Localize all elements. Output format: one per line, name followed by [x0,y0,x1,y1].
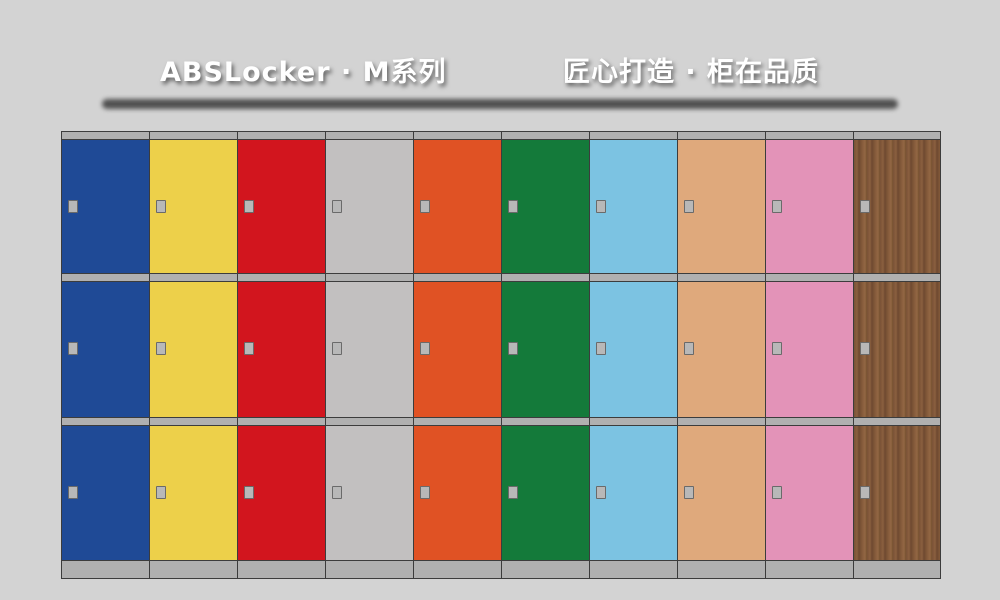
locker-column-blue [61,131,149,579]
lock-handle-icon [860,200,870,213]
locker-cabinet [61,131,941,579]
lock-handle-icon [332,342,342,355]
locker-door-pink [766,139,853,274]
locker-column-gray [325,131,413,579]
locker-door-green [502,425,589,561]
locker-door-green [502,139,589,274]
locker-door-wood-grain [854,425,940,561]
lock-handle-icon [332,486,342,499]
locker-column-red [237,131,325,579]
locker-door-wood-grain [854,139,940,274]
locker-door-peach [678,281,765,418]
lock-handle-icon [68,342,78,355]
lock-handle-icon [508,486,518,499]
lock-handle-icon [860,486,870,499]
locker-column-sky-blue [589,131,677,579]
lock-handle-icon [772,342,782,355]
locker-door-sky-blue [590,281,677,418]
lock-handle-icon [156,200,166,213]
locker-column-peach [677,131,765,579]
lock-handle-icon [420,342,430,355]
locker-door-red [238,281,325,418]
decorative-shadow-bar [102,99,898,109]
lock-handle-icon [684,342,694,355]
lock-handle-icon [596,486,606,499]
lock-handle-icon [68,200,78,213]
locker-door-blue [62,425,149,561]
locker-door-orange [414,425,501,561]
lock-handle-icon [420,200,430,213]
locker-door-gray [326,281,413,418]
lock-handle-icon [860,342,870,355]
lock-handle-icon [684,486,694,499]
locker-column-green [501,131,589,579]
locker-door-blue [62,139,149,274]
locker-door-gray [326,425,413,561]
lock-handle-icon [332,200,342,213]
locker-column-orange [413,131,501,579]
locker-column-wood-grain [853,131,941,579]
locker-door-green [502,281,589,418]
lock-handle-icon [596,200,606,213]
lock-handle-icon [508,342,518,355]
lock-handle-icon [156,342,166,355]
locker-door-yellow [150,425,237,561]
locker-door-peach [678,425,765,561]
locker-door-sky-blue [590,139,677,274]
locker-door-pink [766,281,853,418]
locker-door-blue [62,281,149,418]
lock-handle-icon [684,200,694,213]
lock-handle-icon [68,486,78,499]
lock-handle-icon [772,200,782,213]
lock-handle-icon [244,486,254,499]
locker-column-pink [765,131,853,579]
locker-column-yellow [149,131,237,579]
locker-door-red [238,139,325,274]
locker-door-pink [766,425,853,561]
title-abslocker-m-series: ABSLocker · M系列 [160,57,447,88]
lock-handle-icon [420,486,430,499]
locker-door-peach [678,139,765,274]
locker-door-wood-grain [854,281,940,418]
locker-door-yellow [150,281,237,418]
lock-handle-icon [156,486,166,499]
locker-door-orange [414,281,501,418]
locker-door-gray [326,139,413,274]
lock-handle-icon [772,486,782,499]
locker-door-orange [414,139,501,274]
title-slogan: 匠心打造 · 柜在品质 [563,57,820,88]
locker-door-yellow [150,139,237,274]
lock-handle-icon [244,200,254,213]
lock-handle-icon [508,200,518,213]
lock-handle-icon [244,342,254,355]
locker-door-red [238,425,325,561]
lock-handle-icon [596,342,606,355]
locker-door-sky-blue [590,425,677,561]
